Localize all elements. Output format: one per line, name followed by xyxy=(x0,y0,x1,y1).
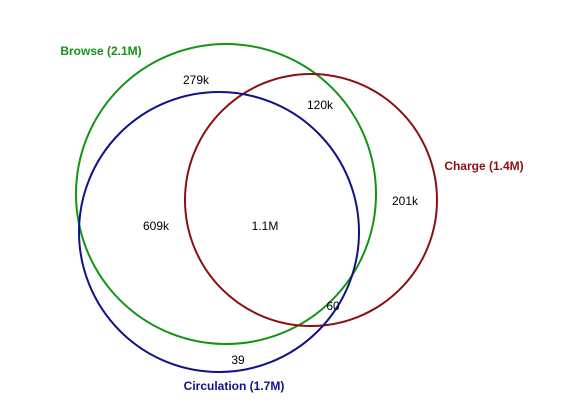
region-all-three: 1.1M xyxy=(252,219,279,233)
region-circulation-charge: 60 xyxy=(326,299,340,313)
browse-label: Browse (2.1M) xyxy=(60,44,141,58)
circulation-circle xyxy=(78,91,360,373)
charge-label: Charge (1.4M) xyxy=(444,159,523,173)
region-browse-only: 279k xyxy=(183,73,210,87)
region-browse-charge: 120k xyxy=(307,98,334,112)
region-charge-only: 201k xyxy=(392,194,419,208)
circulation-label: Circulation (1.7M) xyxy=(184,379,285,393)
region-circulation-only: 39 xyxy=(231,353,245,367)
browse-circle xyxy=(75,43,377,345)
charge-circle xyxy=(184,73,438,327)
region-browse-circulation: 609k xyxy=(143,219,170,233)
